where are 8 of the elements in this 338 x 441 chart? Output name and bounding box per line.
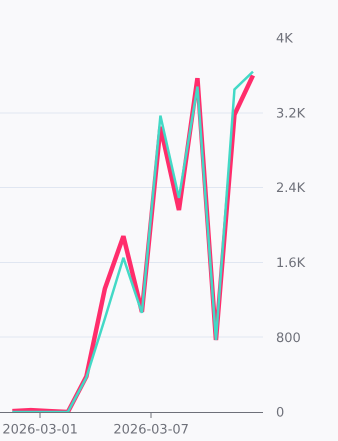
y-tick-label: 2.4K (276, 181, 306, 196)
y-tick-label: 800 (276, 330, 301, 346)
y-tick-label: 0 (276, 406, 284, 421)
x-tick-label: 2026-03-01 (2, 422, 78, 438)
x-tick-label: 2026-03-07 (113, 422, 189, 438)
y-tick-label: 4K (276, 32, 294, 47)
y-tick-label: 1.6K (276, 256, 306, 271)
y-tick-label: 3.2K (276, 106, 306, 122)
